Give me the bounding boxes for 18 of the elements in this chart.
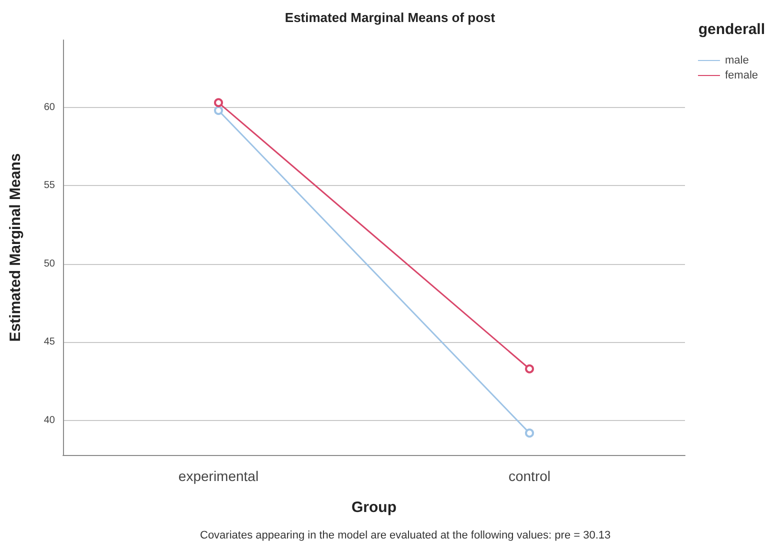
- legend-label: male: [724, 54, 749, 66]
- x-tick-label: control: [508, 468, 551, 484]
- x-tick-label: experimental: [178, 468, 259, 484]
- legend-label: female: [724, 70, 758, 82]
- y-tick-label: 40: [44, 415, 56, 426]
- legend-title: genderall: [698, 21, 765, 38]
- chart-title: Estimated Marginal Means of post: [284, 10, 496, 25]
- y-tick-label: 55: [44, 180, 56, 192]
- point: [214, 98, 223, 108]
- y-tick-label: 45: [44, 336, 56, 348]
- y-axis-title: Estimated Marginal Means: [7, 153, 24, 342]
- point: [525, 364, 534, 374]
- x-axis-title: Group: [352, 499, 396, 516]
- point: [214, 106, 223, 115]
- text: Covariates appearing in the model are evaluated at the following values: pre = 30.13: [200, 530, 611, 542]
- y-tick-label: 60: [44, 102, 56, 113]
- point: [525, 428, 534, 438]
- y-tick-label: 50: [44, 258, 56, 270]
